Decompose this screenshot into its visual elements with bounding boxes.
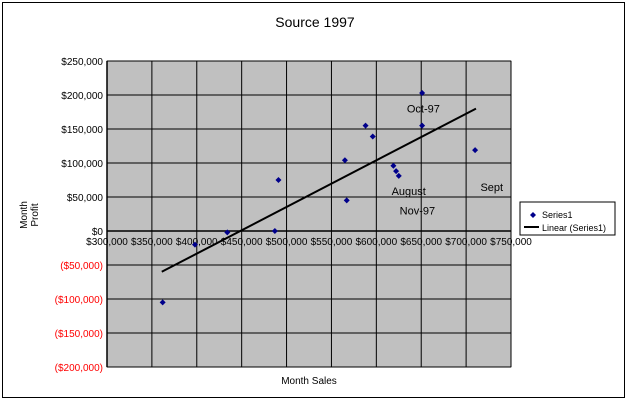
y-tick-label: ($200,000) xyxy=(55,363,103,374)
x-tick-label: $500,000 xyxy=(266,237,308,248)
y-tick-label: $200,000 xyxy=(61,91,103,102)
y-tick-label: $0 xyxy=(92,227,104,238)
data-point xyxy=(419,89,426,96)
y-tick-label: ($100,000) xyxy=(55,295,103,306)
legend-box xyxy=(519,201,616,236)
data-point xyxy=(271,228,278,234)
data-point xyxy=(191,241,198,248)
x-tick-label: $600,000 xyxy=(355,237,397,248)
x-tick-label: $300,000 xyxy=(86,237,128,248)
data-point xyxy=(369,133,376,140)
y-axis-label-line-1: Month xyxy=(19,201,30,229)
y-axis-label: Month Profit xyxy=(19,201,41,229)
x-tick-label: $750,000 xyxy=(490,237,532,248)
vertical-gridlines xyxy=(106,61,512,367)
annotations: Oct-97 August Nov-97 Sept xyxy=(392,104,504,218)
annotation-label: Sept xyxy=(480,182,503,194)
trendline-group xyxy=(161,107,477,273)
data-point xyxy=(275,177,282,183)
chart-frame: Source 1997 $300,000 $350,000 $400,000 $450… xyxy=(2,2,625,398)
data-point xyxy=(224,229,231,236)
y-tick-label: $250,000 xyxy=(61,57,103,68)
y-tick-label: $50,000 xyxy=(67,193,104,204)
chart-svg: Source 1997 $300,000 $350,000 $400,000 $450… xyxy=(19,14,616,387)
x-tick-labels: $300,000 $350,000 $400,000 $450,000 $500,000… xyxy=(86,237,532,248)
trendline xyxy=(161,107,477,273)
data-points xyxy=(159,89,479,306)
y-tick-label: ($150,000) xyxy=(55,329,103,340)
horizontal-gridlines xyxy=(107,60,511,368)
legend: Series1 Linear (Series1) xyxy=(519,201,616,236)
x-tick-label: $450,000 xyxy=(221,237,263,248)
data-point xyxy=(395,172,402,179)
data-point xyxy=(341,157,348,164)
x-tick-label: $650,000 xyxy=(400,237,442,248)
data-point xyxy=(159,299,166,306)
data-point xyxy=(362,122,369,129)
axes xyxy=(106,61,511,367)
data-point xyxy=(472,147,479,154)
data-point xyxy=(390,162,397,169)
data-point xyxy=(393,168,400,175)
y-tick-label: $150,000 xyxy=(61,125,103,136)
y-tick-label: $100,000 xyxy=(61,159,103,170)
data-point xyxy=(419,122,426,129)
y-axis-label-line-2: Profit xyxy=(30,203,41,227)
annotation-label: Nov-97 xyxy=(400,206,435,218)
x-tick-label: $550,000 xyxy=(311,237,353,248)
annotation-label: Oct-97 xyxy=(407,104,440,116)
y-tick-labels: $250,000 $200,000 $150,000 $100,000 $50,000 $… xyxy=(55,57,104,374)
x-tick-label: $400,000 xyxy=(176,237,218,248)
annotation-label: August xyxy=(392,186,426,198)
x-tick-label: $350,000 xyxy=(131,237,173,248)
data-point xyxy=(343,197,350,204)
chart-title: Source 1997 xyxy=(275,14,355,30)
legend-label-trendline: Linear (Series1) xyxy=(542,223,606,233)
x-axis-label: Month Sales xyxy=(281,376,337,387)
legend-label-series1: Series1 xyxy=(542,210,573,220)
plot-area xyxy=(106,60,512,368)
legend-marker-series1 xyxy=(530,212,536,218)
y-tick-label: ($50,000) xyxy=(60,261,103,272)
x-tick-label: $700,000 xyxy=(445,237,487,248)
